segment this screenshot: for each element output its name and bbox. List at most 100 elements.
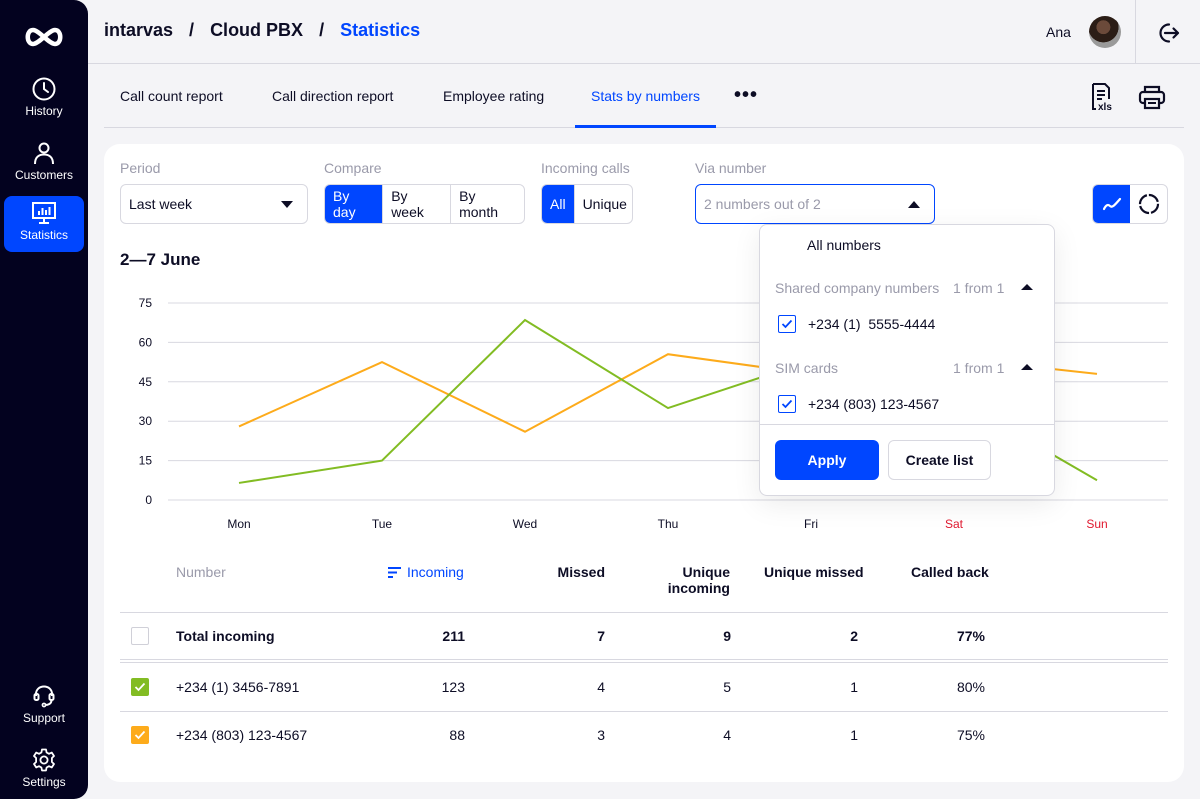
user-name[interactable]: Ana [1046, 24, 1071, 40]
breadcrumb-separator: / [189, 20, 195, 40]
group-header-sim-cards: SIM cards 1 from 1 [775, 360, 1045, 376]
all-numbers-option[interactable]: All numbers [807, 237, 881, 253]
create-list-button[interactable]: Create list [888, 440, 991, 480]
breadcrumb-item-product[interactable]: Cloud PBX [210, 20, 304, 40]
table-divider [120, 662, 1168, 663]
compare-by-day[interactable]: By day [325, 185, 383, 223]
row-checkbox[interactable] [131, 678, 149, 696]
column-header-unique-missed[interactable]: Unique missed [764, 564, 864, 580]
row-incoming: 88 [449, 727, 465, 743]
donut-chart-button[interactable] [1130, 185, 1167, 223]
row-called-back: 80% [956, 679, 985, 695]
row-unique-incoming: 5 [723, 679, 731, 695]
via-number-label: Via number [695, 160, 767, 176]
x-tick-label: Sat [945, 517, 964, 531]
column-header-label-line: incoming [667, 580, 730, 596]
number-checkbox[interactable] [778, 395, 796, 413]
compare-by-week[interactable]: By week [382, 185, 450, 223]
column-header-missed[interactable]: Missed [557, 564, 605, 580]
row-incoming: 123 [441, 679, 465, 695]
y-tick-label: 75 [139, 296, 153, 310]
group-name: SIM cards [775, 360, 839, 376]
column-header-number[interactable]: Number [176, 564, 226, 580]
sidebar-item-label: History [25, 104, 63, 118]
header-divider [88, 63, 1200, 64]
logout-icon[interactable] [1155, 20, 1181, 46]
group-count: 1 from 1 [953, 360, 1005, 376]
line-chart: 0 15 30 45 60 75 Mon Tue Wed Thu Fri Sat Sun [139, 296, 1168, 531]
row-called-back: 75% [956, 727, 985, 743]
row-unique-missed: 1 [850, 727, 858, 743]
collapse-group-icon[interactable] [1021, 364, 1033, 370]
sidebar-item-customers[interactable]: Customers [4, 136, 84, 192]
column-header-incoming[interactable]: Incoming [388, 564, 464, 580]
via-number-dropdown: All numbers Shared company numbers 1 fro… [759, 224, 1055, 496]
tab-call-direction-report[interactable]: Call direction report [272, 88, 394, 104]
y-tick-label: 30 [139, 414, 153, 428]
incoming-unique[interactable]: Unique [573, 185, 632, 223]
breadcrumb-separator: / [319, 20, 325, 40]
sidebar-item-settings[interactable]: Settings [4, 743, 84, 799]
x-tick-label: Tue [372, 517, 393, 531]
donut-chart-icon [1138, 193, 1159, 215]
x-tick-label: Thu [658, 517, 679, 531]
sidebar: History Customers Statistics Support Set… [0, 0, 88, 799]
y-tick-label: 15 [139, 454, 153, 468]
column-header-called-back[interactable]: Called back [911, 564, 989, 580]
sidebar-item-history[interactable]: History [4, 72, 84, 128]
print-icon[interactable] [1138, 84, 1166, 110]
number-option[interactable]: +234 (1) 5555-4444 [778, 315, 935, 333]
tab-stats-by-numbers[interactable]: Stats by numbers [591, 88, 700, 104]
row-unique-incoming: 4 [723, 727, 731, 743]
x-tick-label: Fri [804, 517, 818, 531]
period-label: Period [120, 160, 161, 176]
gear-icon [33, 748, 55, 772]
compare-segmented-control: By day By week By month [324, 184, 525, 224]
group-count: 1 from 1 [953, 280, 1005, 296]
total-row-label: Total incoming [176, 628, 275, 644]
via-number-placeholder: 2 numbers out of 2 [704, 196, 821, 212]
group-name: Shared company numbers [775, 280, 940, 296]
group-header-shared-numbers: Shared company numbers 1 from 1 [775, 280, 1045, 296]
period-select[interactable]: Last week [120, 184, 308, 224]
total-incoming: 211 [442, 628, 465, 644]
table-divider [120, 659, 1168, 660]
checkmark-icon [781, 319, 793, 329]
report-tabs: Call count report Call direction report … [104, 64, 1184, 128]
incoming-all[interactable]: All [542, 185, 574, 223]
breadcrumb-item-company[interactable]: intarvas [104, 20, 174, 40]
more-tabs-button[interactable]: ••• [734, 84, 759, 106]
y-tick-label: 60 [139, 335, 153, 349]
sidebar-item-statistics[interactable]: Statistics [4, 196, 84, 252]
y-tick-label: 45 [139, 375, 153, 389]
caret-up-icon[interactable] [908, 201, 920, 208]
total-row-checkbox[interactable] [131, 627, 149, 645]
row-unique-missed: 1 [850, 679, 858, 695]
row-number: +234 (1) 3456-7891 [176, 679, 300, 695]
number-checkbox[interactable] [778, 315, 796, 333]
collapse-group-icon[interactable] [1021, 284, 1033, 290]
monitor-chart-icon [32, 202, 56, 224]
tab-employee-rating[interactable]: Employee rating [443, 88, 545, 104]
infinity-logo-icon[interactable] [22, 24, 66, 50]
xls-export-icon[interactable]: xls [1090, 82, 1118, 112]
total-unique-missed: 2 [850, 628, 858, 644]
x-tick-label: Mon [227, 517, 250, 531]
compare-by-month[interactable]: By month [450, 185, 524, 223]
column-header-unique-incoming[interactable]: Unique incoming [644, 564, 730, 596]
sidebar-item-label: Statistics [19, 228, 68, 242]
tab-call-count-report[interactable]: Call count report [120, 88, 223, 104]
sidebar-item-support[interactable]: Support [4, 679, 84, 735]
number-option[interactable]: +234 (803) 123-4567 [778, 395, 939, 413]
row-checkbox[interactable] [131, 726, 149, 744]
line-chart-button[interactable] [1093, 185, 1130, 223]
header-divider [1135, 0, 1136, 63]
column-header-label: Incoming [407, 564, 464, 580]
avatar[interactable] [1089, 16, 1121, 48]
clock-icon [32, 77, 56, 101]
apply-button[interactable]: Apply [775, 440, 879, 480]
period-value: Last week [129, 196, 193, 212]
via-number-input[interactable]: 2 numbers out of 2 [695, 184, 935, 224]
line-chart-icon [1102, 197, 1121, 211]
headset-icon [33, 685, 55, 708]
